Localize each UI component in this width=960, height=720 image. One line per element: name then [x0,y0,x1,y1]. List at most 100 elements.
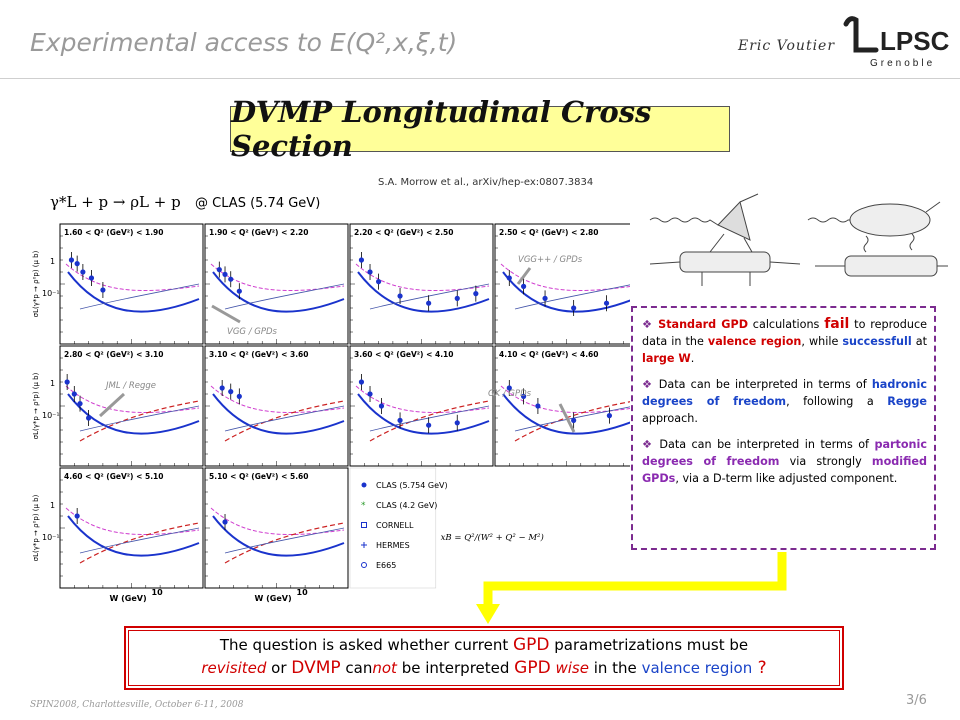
vgg-plus-curve [65,263,200,291]
panel-q2-label: 5.10 < Q² (GeV²) < 5.60 [209,472,308,481]
slide-title: Experimental access to E(Q²,x,ξ,t) [30,28,458,57]
plot-panel: 3.60 < Q² (GeV²) < 4.10 [349,345,494,467]
data-point [521,393,527,399]
reaction-label: γ*L + p → ρL + p @ CLAS (5.74 GeV) [50,193,320,211]
b3-text-2: via strongly [779,455,872,468]
vgg-curve [514,284,630,310]
regge-curve [502,393,630,435]
b1-text-4: at [911,335,927,348]
diamond-bullet-icon: ❖ [642,378,654,391]
question-box: The question is asked whether current GP… [124,626,844,690]
vgg-curve [224,405,345,432]
legend-label: E665 [376,561,396,570]
data-point [64,379,70,385]
panel-q2-label: 3.10 < Q² (GeV²) < 3.60 [209,350,308,359]
vgg-curve [224,283,345,310]
legend-entry: HERMES [361,541,410,550]
author-name: Eric Voutier [738,38,836,54]
footer-text: SPIN2008, Charlottesville, October 6-11,… [30,700,244,710]
b1-text: calculations [747,318,825,331]
regge-curve [67,393,200,435]
data-point [542,295,548,301]
diamond-bullet-icon: ❖ [642,318,654,331]
bullet-3: ❖ Data can be interpreted in terms of pa… [642,436,927,487]
legend-label: CORNELL [376,521,414,530]
data-point [397,293,403,299]
annotation-arrow [516,267,532,285]
b1-text-3: , while [801,335,843,348]
b3-text: Data can be interpreted in terms of [659,438,875,451]
regge-curve [67,515,200,557]
panel-q2-label: 2.80 < Q² (GeV²) < 3.10 [64,350,163,359]
plot-panel: 2.20 < Q² (GeV²) < 2.50 [349,223,494,345]
data-point [80,269,86,275]
b2-text-3: approach. [642,412,698,425]
regge-curve [67,271,200,313]
data-point [606,413,613,419]
b1-large-w: large W [642,352,691,365]
b1-valence-region: valence region [707,335,802,348]
data-point [521,283,527,289]
logo-text: LPSC [880,26,950,56]
data-point [535,403,541,409]
data-point [454,420,460,426]
b2-text-2: , following a [786,395,888,408]
annotation-arrow [211,304,241,324]
y-tick-label: 10⁻¹ [42,533,60,542]
handbag-diagram [649,193,801,286]
y-axis-label: σL(γ*p → ρ⁰p) (μ b) [32,250,40,317]
data-point [71,391,77,397]
yellow-arrow [476,552,787,624]
plot-panel: 1.90 < Q² (GeV²) < 2.20 [204,223,349,345]
plot-panel: 3.10 < Q² (GeV²) < 3.60 [204,345,349,467]
b1-fail: fail [824,316,850,332]
question-text-5: be interpreted [396,659,515,677]
vgg-plus-curve [500,385,630,413]
question-valence: valence region [641,659,753,677]
data-point [571,305,577,311]
y-tick-label: 1 [50,257,55,266]
b3-text-3: , via a D-term like adjusted component. [675,472,898,485]
xb-formula: xB = Q²/(W² + Q² − M²) [441,532,544,543]
question-text-4: can [340,659,373,677]
plot-panel: 1.60 < Q² (GeV²) < 1.90 1 10⁻¹ [42,223,204,345]
panel-q2-label: 2.50 < Q² (GeV²) < 2.80 [499,228,598,237]
model-annotation: VGG++ / GPDs [518,255,583,265]
regge-curve [502,271,630,313]
model-annotation: VGG / GPDs [227,327,278,337]
b2-text: Data can be interpreted in terms of [658,378,872,391]
two-gluon-diagram [807,201,948,277]
panel-q2-label: 1.60 < Q² (GeV²) < 1.90 [64,228,163,237]
data-point [367,269,373,275]
conclusions-box: ❖ Standard GPD calculations fail to repr… [631,306,936,550]
vgg-plus-curve [210,507,345,535]
data-point [68,257,75,263]
logo-subtext: Grenoble [870,58,935,69]
question-space [551,659,556,677]
plot-panel: 2.50 < Q² (GeV²) < 2.80 [494,223,630,345]
data-point [86,415,92,421]
model-annotation: GK / GPDs [488,389,532,399]
svg-text:*: * [361,501,366,511]
y-axis-label: σL(γ*p → ρ⁰p) (μ b) [32,372,40,439]
data-point [358,379,365,385]
question-revisited: revisited [201,659,267,677]
question-mark: ? [752,658,767,678]
question-wise: wise [555,659,589,677]
data-point [426,300,432,306]
vgg-curve [369,405,490,432]
data-point [603,300,610,306]
panel-q2-label: 1.90 < Q² (GeV²) < 2.20 [209,228,308,237]
legend-entry: * CLAS (4.2 GeV) [361,501,437,511]
section-title-box: DVMP Longitudinal Cross Section [230,95,730,163]
regge-curve [212,271,345,313]
data-point [376,279,382,285]
data-point [74,261,80,267]
plot-panel: 2.80 < Q² (GeV²) < 3.10 1 10⁻¹ [42,345,204,467]
b3-partonic: partonic degrees of freedom [642,438,927,468]
question-gpd-2: GPD [514,658,551,678]
data-point [100,287,106,293]
data-point [228,389,234,395]
b2-hadronic: hadronic degrees of freedom [642,378,927,408]
gk-curve [224,400,345,442]
